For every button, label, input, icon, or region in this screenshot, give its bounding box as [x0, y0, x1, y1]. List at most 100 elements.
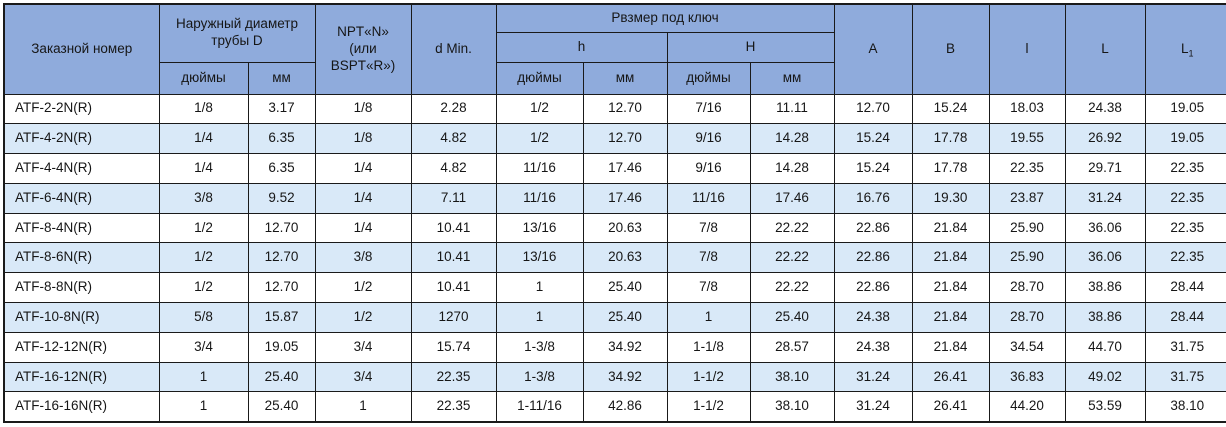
header-row-1: Заказной номер Наружный диаметр трубы D …	[3, 3, 1226, 95]
value-cell: 34.92	[582, 331, 668, 363]
value-cell: 9/16	[666, 123, 751, 155]
col-header-npt: NPT«N» (или BSPT«R»)	[314, 3, 412, 95]
value-cell: 11.11	[749, 93, 835, 125]
value-cell: 25.90	[988, 212, 1066, 244]
order-number-cell: ATF-8-8N(R)	[3, 272, 160, 304]
col-header-order-number: Заказной номер	[3, 3, 160, 95]
table-body: ATF-2-2N(R) 1/8 3.17 1/8 2.28 1/2 12.70 7/16 11.…	[3, 93, 1226, 423]
value-cell: 21.84	[911, 242, 990, 274]
value-cell: 17.46	[749, 182, 835, 214]
order-number-cell: ATF-10-8N(R)	[3, 302, 160, 333]
value-cell: 7.11	[410, 182, 497, 214]
value-cell: 19.55	[988, 123, 1066, 155]
value-cell: 1-11/16	[495, 391, 584, 423]
value-cell: 20.63	[582, 212, 668, 244]
value-cell: 12.70	[582, 123, 668, 155]
value-cell: 1/4	[314, 153, 412, 184]
value-cell: 28.44	[1144, 302, 1226, 333]
value-cell: 10.41	[410, 242, 497, 274]
value-cell: 15.74	[410, 331, 497, 363]
table-row: ATF-8-8N(R) 1/2 12.70 1/2 10.41 1 25.40 7/8 22.2…	[3, 272, 1226, 304]
value-cell: 1/2	[495, 123, 584, 155]
order-number-cell: ATF-6-4N(R)	[3, 182, 160, 214]
value-cell: 11/16	[495, 153, 584, 184]
table-row: ATF-2-2N(R) 1/8 3.17 1/8 2.28 1/2 12.70 7/16 11.…	[3, 93, 1226, 125]
table-row: ATF-10-8N(R) 5/8 15.87 1/2 1270 1 25.40 1 25.40 2…	[3, 302, 1226, 333]
value-cell: 34.54	[988, 331, 1066, 363]
value-cell: 25.40	[247, 391, 316, 423]
value-cell: 1	[158, 391, 249, 423]
order-number-cell: ATF-12-12N(R)	[3, 331, 160, 363]
order-number-cell: ATF-2-2N(R)	[3, 93, 160, 125]
value-cell: 22.35	[410, 391, 497, 423]
table-row: ATF-6-4N(R) 3/8 9.52 1/4 7.11 11/16 17.46 11/16…	[3, 182, 1226, 214]
value-cell: 22.35	[988, 153, 1066, 184]
value-cell: 22.86	[833, 242, 913, 274]
value-cell: 1/8	[314, 93, 412, 125]
value-cell: 3/8	[158, 182, 249, 214]
value-cell: 19.30	[911, 182, 990, 214]
col-header-h-big-inches: дюймы	[666, 61, 751, 95]
value-cell: 38.10	[749, 391, 835, 423]
value-cell: 21.84	[911, 272, 990, 304]
value-cell: 13/16	[495, 212, 584, 244]
value-cell: 12.70	[247, 272, 316, 304]
order-number-cell: ATF-4-2N(R)	[3, 123, 160, 155]
value-cell: 42.86	[582, 391, 668, 423]
value-cell: 22.22	[749, 242, 835, 274]
value-cell: 12.70	[582, 93, 668, 125]
col-header-h-big: H	[666, 31, 835, 63]
value-cell: 22.35	[1144, 182, 1226, 214]
value-cell: 1/8	[158, 93, 249, 125]
value-cell: 28.70	[988, 302, 1066, 333]
value-cell: 11/16	[495, 182, 584, 214]
value-cell: 1/4	[158, 123, 249, 155]
header-row-2: h H	[4, 31, 1226, 63]
value-cell: 36.83	[988, 361, 1066, 393]
table-row: ATF-8-4N(R) 1/2 12.70 1/4 10.41 13/16 20.63 7/8…	[3, 212, 1226, 244]
table-row: ATF-12-12N(R) 3/4 19.05 3/4 15.74 1-3/8 34.92 1…	[3, 331, 1226, 363]
value-cell: 11/16	[666, 182, 751, 214]
col-header-h-small-mm: мм	[582, 61, 668, 95]
value-cell: 1-3/8	[495, 331, 584, 363]
value-cell: 1-3/8	[495, 361, 584, 393]
value-cell: 25.40	[749, 302, 835, 333]
table-row: ATF-8-6N(R) 1/2 12.70 3/8 10.41 13/16 20.63 7/8…	[3, 242, 1226, 274]
value-cell: 22.22	[749, 272, 835, 304]
col-header-h-small-inches: дюймы	[495, 61, 584, 95]
value-cell: 22.22	[749, 212, 835, 244]
value-cell: 1/4	[158, 153, 249, 184]
value-cell: 49.02	[1064, 361, 1146, 393]
value-cell: 9/16	[666, 153, 751, 184]
value-cell: 17.78	[911, 123, 990, 155]
value-cell: 28.44	[1144, 272, 1226, 304]
value-cell: 1	[495, 272, 584, 304]
value-cell: 1/2	[158, 212, 249, 244]
col-header-h-small: h	[495, 31, 668, 63]
value-cell: 44.70	[1064, 331, 1146, 363]
header-row-3: дюймы мм дюймы мм дюймы мм	[4, 61, 1226, 95]
value-cell: 22.35	[1144, 212, 1226, 244]
col-header-d-min: d Min.	[410, 3, 497, 95]
order-number-cell: ATF-8-6N(R)	[3, 242, 160, 274]
value-cell: 3.17	[247, 93, 316, 125]
value-cell: 38.86	[1064, 272, 1146, 304]
col-header-outer-diameter: Наружный диаметр трубы D	[158, 3, 316, 63]
value-cell: 29.71	[1064, 153, 1146, 184]
value-cell: 3/8	[314, 242, 412, 274]
value-cell: 18.03	[988, 93, 1066, 125]
value-cell: 17.46	[582, 153, 668, 184]
value-cell: 22.86	[833, 212, 913, 244]
value-cell: 9.52	[247, 182, 316, 214]
table-row: ATF-4-4N(R) 1/4 6.35 1/4 4.82 11/16 17.46 9/16 1…	[3, 153, 1226, 184]
value-cell: 3/4	[158, 331, 249, 363]
value-cell: 38.10	[749, 361, 835, 393]
value-cell: 36.06	[1064, 242, 1146, 274]
col-header-b: B	[911, 3, 990, 95]
l1-base: L	[1181, 40, 1189, 56]
value-cell: 26.41	[911, 361, 990, 393]
value-cell: 3/4	[314, 361, 412, 393]
value-cell: 31.24	[833, 361, 913, 393]
value-cell: 19.05	[1144, 93, 1226, 125]
